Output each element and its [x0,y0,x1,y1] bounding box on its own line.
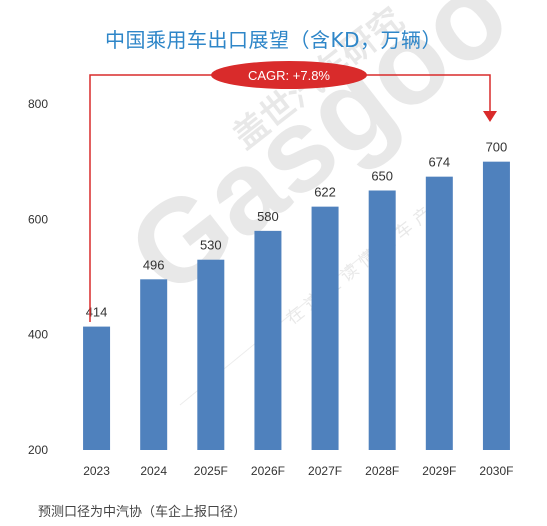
bar [311,206,339,450]
x-tick-label: 2025F [194,464,228,478]
data-label: 650 [371,169,393,184]
bar [368,190,396,450]
bar [140,279,168,450]
x-tick-label: 2028F [365,464,399,478]
data-label: 700 [486,140,508,155]
data-label: 414 [86,305,108,320]
x-axis: 2023 2024 2025F 2026F 2027F 2028F 2029F 2030F [83,464,513,478]
y-tick-label: 800 [28,97,48,111]
x-tick-label: 2027F [308,464,342,478]
y-tick-label: 200 [28,443,48,457]
data-label: 674 [428,155,450,170]
x-tick-label: 2026F [251,464,285,478]
chart-title: 中国乘用车出口展望（含KD，万辆） [104,28,442,52]
bar [83,326,111,450]
y-tick-label: 600 [28,212,48,226]
y-tick-label: 400 [28,328,48,342]
x-tick-label: 2029F [422,464,456,478]
footnote: 预测口径为中汽协（车企上报口径） [38,505,247,520]
data-label: 622 [314,185,336,200]
cagr-label: CAGR: +7.8% [248,68,330,83]
bar [482,161,510,450]
data-labels: 414 496 530 580 622 650 674 700 [86,140,508,320]
data-label: 580 [257,209,279,224]
bars [83,161,510,450]
y-axis: 200 400 600 800 [28,97,48,457]
bar [197,259,225,450]
data-label: 530 [200,238,222,253]
x-tick-label: 2024 [140,464,167,478]
x-tick-label: 2023 [83,464,110,478]
bar [425,176,453,450]
x-tick-label: 2030F [479,464,513,478]
cagr-arrow-head [483,111,497,122]
data-label: 496 [143,257,165,272]
cagr-badge [211,61,367,89]
bar [254,230,282,450]
